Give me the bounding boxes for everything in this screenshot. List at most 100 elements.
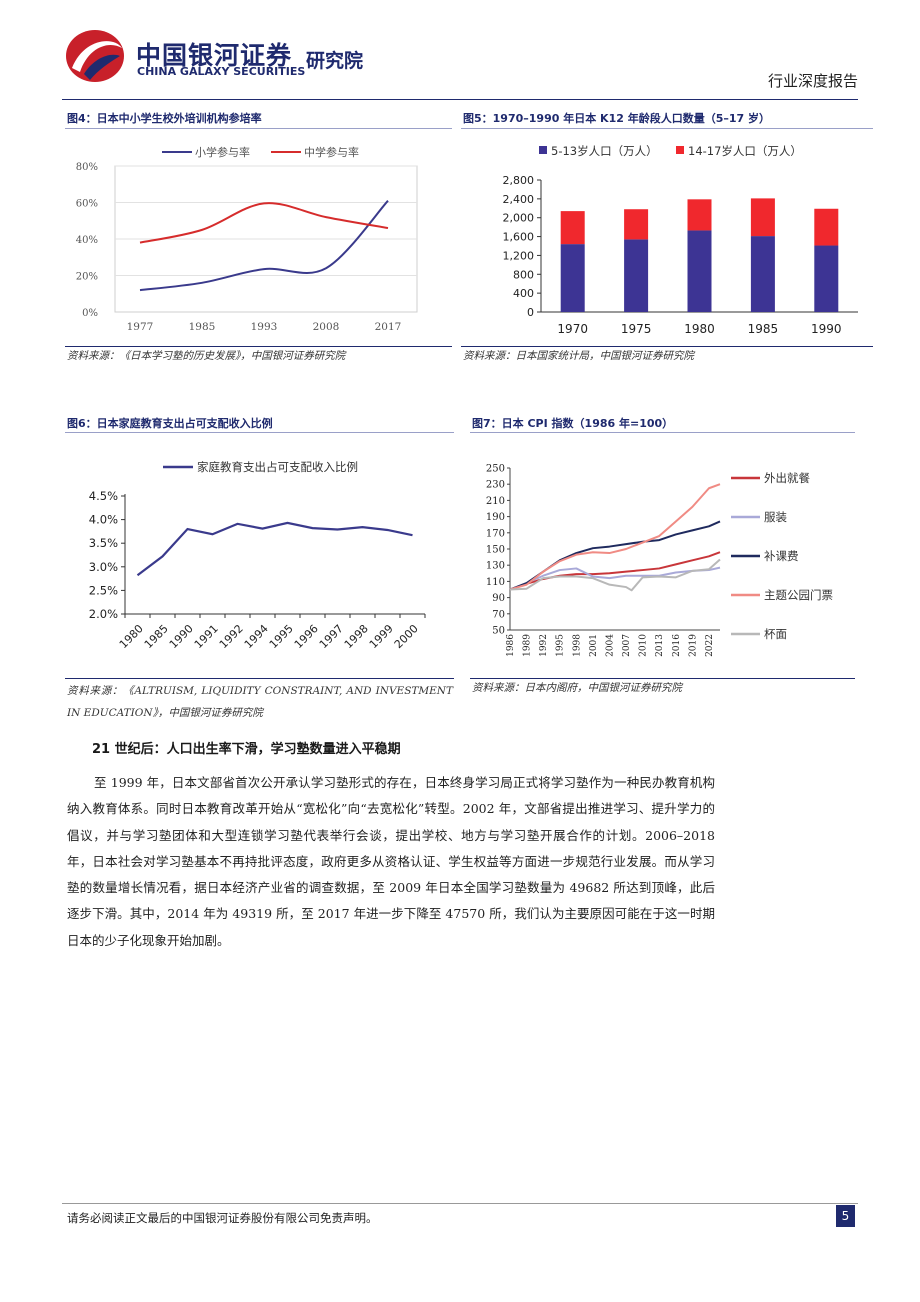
report-type: 行业深度报告 — [767, 72, 858, 90]
fig7-series-line-5 — [509, 558, 721, 592]
fig6-x-tick-label: 1994 — [242, 622, 271, 651]
fig7-y-tick-label: 170 — [486, 528, 505, 539]
fig7-y-tick-label: 190 — [486, 512, 505, 523]
company-logo — [64, 28, 126, 84]
brand-name-cn: 中国银河证券 — [136, 41, 293, 70]
fig7-x-tick-label: 2004 — [605, 634, 615, 657]
fig4-bottom-rule — [65, 346, 452, 347]
fig4-x-tick-label: 2008 — [313, 321, 340, 333]
fig5-y-tick-label: 2,400 — [503, 193, 535, 206]
fig5-bar-age-5-13 — [624, 239, 649, 312]
fig5-bar-age-14-17 — [624, 209, 649, 240]
fig6-series-line — [136, 521, 413, 577]
fig4-x-tick-label: 2017 — [375, 321, 402, 333]
fig7-source: 资料来源：日本内阁府，中国银河证券研究院 — [472, 682, 682, 694]
fig4-series-line-2 — [139, 202, 389, 244]
fig4-y-tick-label: 60% — [76, 199, 98, 210]
fig5-y-tick-label: 2,000 — [503, 212, 535, 225]
fig6-y-tick-label: 3.5% — [89, 536, 118, 550]
fig5-bar-age-14-17 — [750, 198, 775, 237]
fig6-x-tick-label: 1995 — [267, 622, 296, 651]
fig6-plot-area: 2.0% 2.5% 3.0% 3.5% 4.0% 4.5% 1980198519901991… — [89, 489, 426, 651]
fig7-y-tick-label: 50 — [492, 626, 505, 637]
fig6-x-tick-label: 2000 — [392, 622, 421, 651]
fig5-x-tick-label: 1985 — [748, 322, 779, 336]
fig5-title: 图5：1970–1990 年日本 K12 年龄段人口数量（5–17 岁） — [463, 112, 770, 125]
fig5-y-tick-label: 1,600 — [503, 231, 535, 244]
footer-disclaimer: 请务必阅读正文最后的中国银河证券股份有限公司免责声明。 — [67, 1211, 378, 1225]
fig4-y-tick-label: 0% — [82, 308, 98, 319]
fig6-legend-label: 家庭教育支出占可支配收入比例 — [197, 460, 358, 474]
fig5-title-rule — [461, 128, 873, 129]
fig6-chart: 家庭教育支出占可支配收入比例 2.0% 2.5% 3.0% 3.5% 4.0% 4.5% 1… — [89, 460, 426, 651]
fig7-x-tick-label: 2013 — [655, 634, 665, 657]
fig5-legend: 5-13岁人口（万人） 14-17岁人口（万人） — [539, 144, 802, 158]
fig4-legend-label-2: 中学参与率 — [304, 145, 359, 159]
fig4-legend: 小学参与率 中学参与率 — [162, 145, 359, 159]
fig5-bar-age-14-17 — [560, 211, 585, 245]
fig6-title-rule — [65, 432, 454, 433]
fig7-x-tick-label: 1992 — [539, 634, 549, 657]
fig6-x-tick-label: 1980 — [117, 622, 146, 651]
fig4-y-tick-label: 40% — [76, 235, 98, 246]
fig7-x-tick-label: 2022 — [705, 634, 715, 657]
fig6-y-tick-label: 4.0% — [89, 513, 118, 527]
fig4-legend-label-1: 小学参与率 — [195, 145, 250, 159]
fig5-y-tick-label: 2,800 — [503, 174, 535, 187]
fig4-plot-area: 0% 20% 40% 60% 80% 1977 1985 1993 2008 2017 — [76, 162, 418, 333]
fig7-legend-label: 外出就餐 — [764, 471, 810, 485]
fig7-x-tick-label: 1989 — [523, 634, 533, 657]
fig5-bar-age-5-13 — [814, 245, 839, 312]
body-paragraph: 至 1999 年，日本文部省首次公开承认学习塾形式的存在，日本终身学习局正式将学… — [67, 775, 715, 948]
fig5-x-tick-label: 1990 — [811, 322, 842, 336]
fig7-x-tick-label: 2001 — [589, 634, 599, 657]
fig4-chart: 小学参与率 中学参与率 0% 20% 40% 60% 80% 1977 1985 1993 20… — [76, 145, 418, 333]
fig7-title: 图7：日本 CPI 指数（1986 年=100） — [472, 417, 674, 430]
fig5-x-tick-label: 1975 — [621, 322, 652, 336]
fig5-legend-label-2: 14-17岁人口（万人） — [688, 144, 802, 158]
fig6-y-tick-label: 2.5% — [89, 583, 118, 597]
fig5-y-tick-label: 800 — [513, 268, 534, 281]
fig7-y-tick-label: 90 — [492, 593, 505, 604]
fig6-x-tick-label: 1990 — [167, 622, 196, 651]
fig4-title: 图4：日本中小学生校外培训机构参培率 — [67, 112, 262, 125]
fig7-chart: 50 70 90 110 130 150 170 190 210 230 250 1986 1989 19… — [486, 464, 833, 657]
fig6-y-tick-label: 2.0% — [89, 607, 118, 621]
fig7-y-tick-label: 230 — [486, 480, 505, 491]
fig5-y-tick-label: 1,200 — [503, 249, 535, 262]
brand-name-en: CHINA GALAXY SECURITIES — [137, 65, 306, 78]
page-number: 5 — [836, 1205, 855, 1227]
fig7-x-tick-label: 1986 — [506, 634, 516, 657]
fig7-legend-label: 杯面 — [764, 627, 787, 641]
fig6-y-tick-label: 3.0% — [89, 560, 118, 574]
fig5-bar-age-5-13 — [560, 244, 585, 312]
fig5-x-tick-label: 1970 — [557, 322, 588, 336]
fig4-series-line-1 — [139, 199, 389, 292]
fig6-x-tick-label: 1997 — [317, 622, 346, 651]
fig4-x-tick-label: 1985 — [189, 321, 216, 333]
fig7-y-tick-label: 110 — [486, 577, 505, 588]
fig5-legend-label-1: 5-13岁人口（万人） — [551, 144, 658, 158]
fig5-bar-age-5-13 — [750, 236, 775, 312]
fig5-x-tick-label: 1980 — [684, 322, 715, 336]
fig6-x-tick-label: 1998 — [342, 622, 371, 651]
fig7-x-tick-label: 2016 — [672, 634, 682, 657]
header-divider — [62, 99, 858, 100]
fig7-x-tick-label: 2019 — [688, 634, 698, 657]
fig7-y-tick-label: 130 — [486, 561, 505, 572]
fig7-legend-label: 服装 — [764, 510, 787, 524]
fig7-x-tick-label: 2007 — [622, 634, 632, 657]
fig7-y-tick-label: 210 — [486, 496, 505, 507]
institute-name: 研究院 — [306, 50, 364, 72]
fig7-legend-label: 补课费 — [764, 549, 799, 563]
fig5-bar-age-14-17 — [687, 199, 712, 231]
fig5-bottom-rule — [461, 346, 873, 347]
fig4-x-tick-label: 1977 — [127, 321, 154, 333]
fig4-y-tick-label: 20% — [76, 272, 98, 283]
fig5-bar-age-14-17 — [814, 208, 839, 246]
fig7-x-tick-label: 2010 — [639, 634, 649, 657]
fig5-bar-age-5-13 — [687, 230, 712, 312]
fig7-bottom-rule — [470, 678, 855, 679]
fig5-source: 资料来源：日本国家统计局，中国银河证券研究院 — [463, 350, 694, 362]
